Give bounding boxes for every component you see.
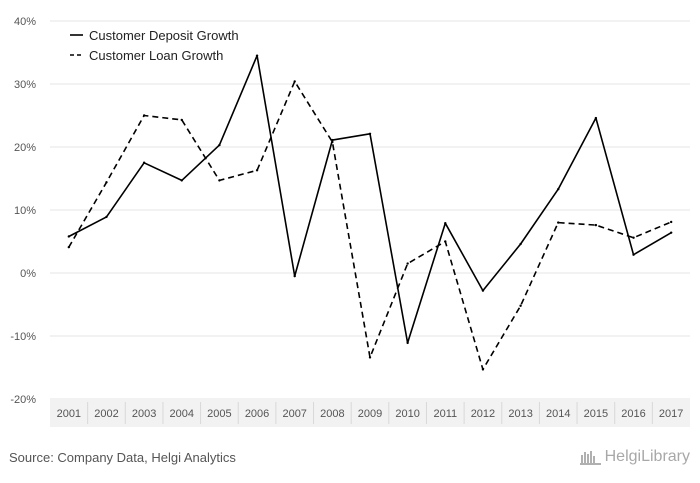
x-tick-label: 2007 [282,408,306,420]
x-tick-label: 2002 [94,408,118,420]
data-point [255,169,259,172]
data-point [105,215,108,219]
data-point [142,114,146,117]
data-point [142,161,146,164]
data-point [481,289,485,292]
data-point [406,262,409,265]
data-point [669,231,673,234]
data-point [180,118,183,122]
legend-label: Customer Deposit Growth [89,28,239,43]
legend-label: Customer Loan Growth [89,48,223,63]
data-point [481,368,485,371]
legend: Customer Deposit Growth Customer Loan Gro… [70,28,239,63]
data-point [594,223,598,227]
x-tick-label: 2016 [621,408,645,420]
x-axis-band [50,399,690,427]
series-lines [67,54,673,371]
x-tick-label: 2014 [546,408,570,420]
data-point [368,132,372,135]
x-tick-label: 2005 [207,408,231,420]
data-point [255,54,259,57]
brand-logo: HelgiLibrary [579,448,690,466]
y-tick-label: 0% [20,268,36,280]
x-tick-label: 2008 [320,408,344,420]
data-point [67,235,71,238]
x-tick-label: 2003 [132,408,156,420]
x-tick-label: 2010 [395,408,419,420]
data-point [632,236,635,239]
data-point [293,274,296,278]
data-point [293,80,296,83]
data-point [406,341,409,345]
data-point [444,222,447,225]
data-point [218,143,221,147]
footer: Source: Company Data, Helgi Analytics He… [0,438,700,483]
data-point [218,179,221,182]
source-note: Source: Company Data, Helgi Analytics [9,450,236,465]
series-line-loan-growth [68,80,672,371]
series-line-deposit-growth [68,54,672,344]
x-tick-label: 2012 [471,408,495,420]
x-tick-label: 2001 [57,408,81,420]
line-chart: 40%30%20%10%0%-10%-20% 2001 2002 2003 2004 2… [10,16,690,427]
y-tick-label: 20% [14,142,36,154]
data-point [519,242,522,246]
x-tick-label: 2004 [170,408,194,420]
x-tick-label: 2006 [245,408,269,420]
y-tick-label: 10% [14,205,36,217]
brand-name: HelgiLibrary [604,448,690,465]
y-axis: 40% 30% 20% 10% 0% -10% -20% [10,16,36,406]
library-icon [579,450,601,465]
y-tick-label: -10% [10,331,36,343]
data-point [444,240,447,243]
x-axis: 2001 2002 2003 2004 2005 2006 2007 2008 2009 2010… [50,399,690,427]
x-tick-label: 2011 [433,408,457,420]
y-tick-label: -20% [10,394,36,406]
x-tick-label: 2009 [358,408,382,420]
data-point [331,140,334,144]
x-tick-label: 2013 [508,408,532,420]
data-point [180,179,183,182]
data-point [632,253,635,256]
data-point [105,181,108,184]
data-point [368,356,372,359]
data-point [557,221,560,224]
x-tick-label: 2017 [659,408,683,420]
data-point [594,116,598,120]
data-point [557,188,560,191]
data-point [519,304,522,307]
data-point [669,220,673,224]
y-tick-label: 40% [14,16,36,28]
data-point [67,245,71,249]
y-tick-label: 30% [14,79,36,91]
gridlines [50,20,690,400]
x-tick-label: 2015 [584,408,608,420]
